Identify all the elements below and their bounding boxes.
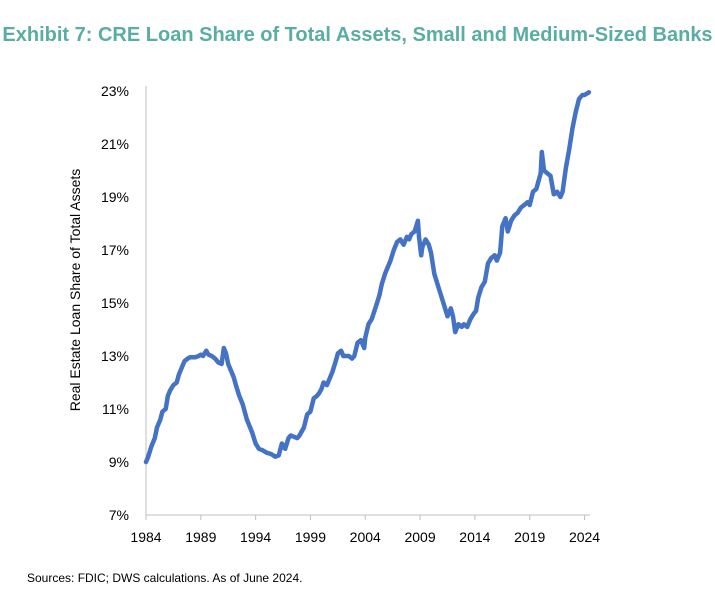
x-tick-label: 2014	[459, 529, 490, 545]
y-tick-label: 19%	[101, 189, 129, 205]
x-tick-label: 2019	[514, 529, 545, 545]
y-tick-label: 15%	[101, 295, 129, 311]
y-axis-title: Real Estate Loan Share of Total Assets	[67, 169, 83, 412]
y-tick-label: 13%	[101, 348, 129, 364]
line-chart: 7%9%11%13%15%17%19%21%23% 1984 1989 1994 19…	[67, 83, 600, 545]
x-tick-label: 1999	[295, 529, 326, 545]
axes	[145, 86, 590, 516]
y-tick-label: 11%	[102, 401, 129, 417]
chart-title: Exhibit 7: CRE Loan Share of Total Asset…	[2, 24, 713, 46]
x-tick-label: 2004	[350, 529, 381, 545]
x-tick-label: 2024	[569, 529, 600, 545]
x-tick-label: 1994	[240, 529, 271, 545]
series-line	[143, 90, 592, 465]
source-note: Sources: FDIC; DWS calculations. As of J…	[27, 571, 303, 585]
x-tick-label: 1984	[130, 529, 161, 545]
x-axis-ticks: 1984 1989 1994 1999 2004 2009 2014 2019 2024	[130, 515, 600, 545]
series-layer	[143, 90, 592, 465]
y-tick-label: 9%	[109, 454, 129, 470]
y-axis-ticks: 7% 9% 11% 13% 15% 17% 19% 21% 23%	[101, 83, 129, 523]
y-tick-label: 23%	[101, 83, 129, 99]
x-tick-label: 2009	[404, 529, 435, 545]
y-tick-label: 7%	[109, 507, 129, 523]
y-tick-label: 17%	[101, 242, 129, 258]
y-tick-label: 21%	[101, 136, 129, 152]
x-tick-label: 1989	[185, 529, 216, 545]
